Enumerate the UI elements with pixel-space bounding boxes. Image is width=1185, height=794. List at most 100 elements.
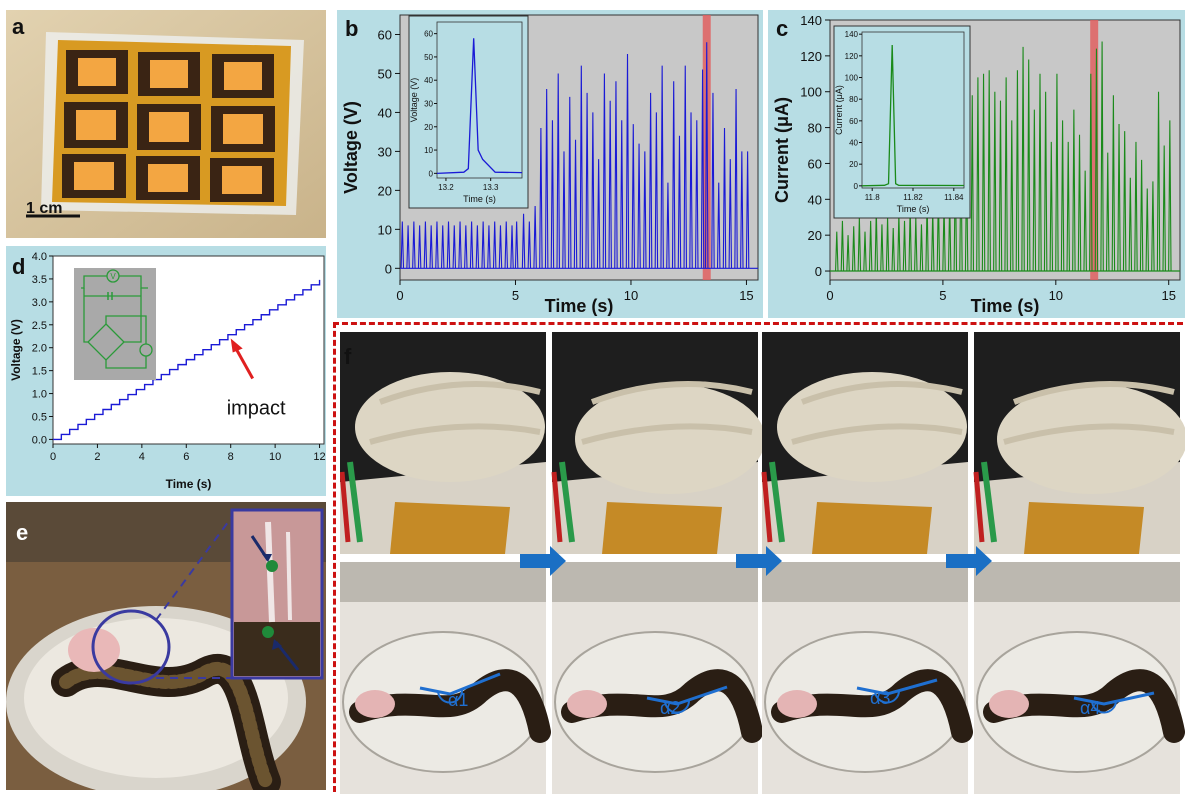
y-tick-label: 60 (378, 27, 392, 42)
data-peak (1077, 134, 1082, 272)
data-peak (619, 120, 624, 269)
angle-arc (874, 689, 901, 704)
angle-arc (437, 689, 464, 704)
y-axis-label: Voltage (V) (9, 319, 23, 381)
data-peak (596, 159, 601, 269)
inset-y-tick-label: 20 (849, 160, 858, 169)
data-peak (863, 231, 867, 272)
generator-icon (139, 343, 153, 357)
voltmeter-symbol: V (110, 272, 116, 281)
green-clip (347, 461, 363, 543)
data-peak (625, 53, 630, 269)
snake-tissue (567, 690, 607, 718)
data-peak (716, 182, 721, 269)
panel-c: 0 5 10 15 0 20 40 60 80 100 120 140 Time (s) Current … (768, 10, 1185, 318)
red-clip (340, 471, 351, 543)
data-peak (469, 221, 474, 269)
bottom-frame-4 (974, 562, 1185, 794)
data-peak (1010, 120, 1014, 272)
y-tick-label: 20 (378, 183, 392, 198)
inset-x-tick-label: 11.82 (903, 193, 923, 202)
sequence-arrow (946, 546, 992, 576)
top-frame-1 (340, 332, 546, 554)
data-peak (734, 89, 738, 269)
inset-y-tick-label: 80 (849, 95, 858, 104)
arrow-shaft (520, 554, 550, 568)
data-peak (498, 225, 503, 269)
angle-arc (1091, 699, 1118, 714)
arrow-head (550, 546, 566, 576)
data-peak (591, 112, 595, 269)
data-peak (840, 220, 845, 272)
snake-body (771, 669, 973, 743)
arrow-shaft (736, 554, 766, 568)
data-peak (1139, 159, 1144, 272)
inset-y-tick-label: 0 (854, 182, 859, 191)
data-peak (440, 225, 445, 269)
data-peak (550, 120, 555, 269)
data-peak (1060, 120, 1065, 272)
y-tick-label: 120 (800, 49, 822, 64)
data-peak (1145, 188, 1150, 272)
current-chart: 0 5 10 15 0 20 40 60 80 100 120 140 Time (s) Current … (768, 10, 1185, 318)
circuit-wire (105, 315, 147, 344)
data-peak (1162, 145, 1166, 272)
data-peak (458, 221, 462, 269)
panel-a-label: a (12, 14, 25, 39)
panel-f-label: f (344, 344, 352, 369)
sequence-arrow (736, 546, 782, 576)
data-peak (1156, 91, 1161, 272)
impact-arrow-head (230, 338, 243, 353)
inset-y-tick-label: 30 (424, 99, 433, 108)
data-peak (683, 65, 687, 269)
x-tick-label: 0 (396, 288, 403, 303)
y-tick-label: 3.0 (32, 297, 47, 309)
y-tick-label: 60 (808, 156, 822, 171)
data-peak (1111, 95, 1116, 272)
arrow-head (976, 546, 992, 576)
inset-y-tick-label: 40 (424, 76, 433, 85)
inset-y-axis-label: Current (μA) (834, 85, 844, 135)
snake-tissue (777, 690, 817, 718)
glove-finger (590, 381, 753, 405)
data-peak (400, 221, 405, 269)
device-film (1024, 502, 1144, 554)
data-peak (492, 221, 497, 269)
data-peak (614, 81, 618, 269)
x-axis-label: Time (s) (545, 296, 614, 316)
x-tick-label: 12 (313, 451, 325, 463)
angle-label-1: α1 (448, 690, 469, 710)
data-peak (666, 182, 670, 269)
top-frame-3 (761, 332, 968, 554)
glove-finger (791, 423, 963, 445)
y-tick-label: 100 (800, 85, 822, 100)
glove-finger (378, 381, 541, 405)
data-peak (1089, 73, 1093, 272)
green-clip (559, 461, 575, 543)
panel-b-label: b (345, 16, 359, 41)
arrow-shaft (946, 554, 976, 568)
data-peak (868, 220, 873, 272)
data-peak (446, 221, 451, 269)
breadboard (340, 562, 546, 602)
data-peak (1043, 91, 1048, 272)
data-peak (728, 159, 733, 269)
snake-photo (6, 502, 326, 790)
panel-f: f α1 α2 α3 α4 (340, 332, 1185, 794)
data-peak (981, 73, 986, 272)
data-peak (1066, 141, 1070, 272)
x-axis-label: Time (s) (971, 296, 1040, 316)
data-peak (919, 224, 924, 272)
bottom-frame-1 (340, 562, 551, 794)
data-peak (745, 151, 750, 269)
y-axis-label: Current (μA) (772, 97, 792, 203)
panel-a: a 1 cm (6, 10, 326, 238)
data-peak (851, 226, 856, 272)
arrow-head (766, 546, 782, 576)
data-peak (846, 235, 850, 272)
glove-finger (1003, 423, 1175, 445)
top-frame-2 (551, 332, 765, 554)
data-peak (533, 205, 537, 269)
inset-y-tick-label: 60 (424, 30, 433, 39)
data-peak (1134, 141, 1138, 272)
